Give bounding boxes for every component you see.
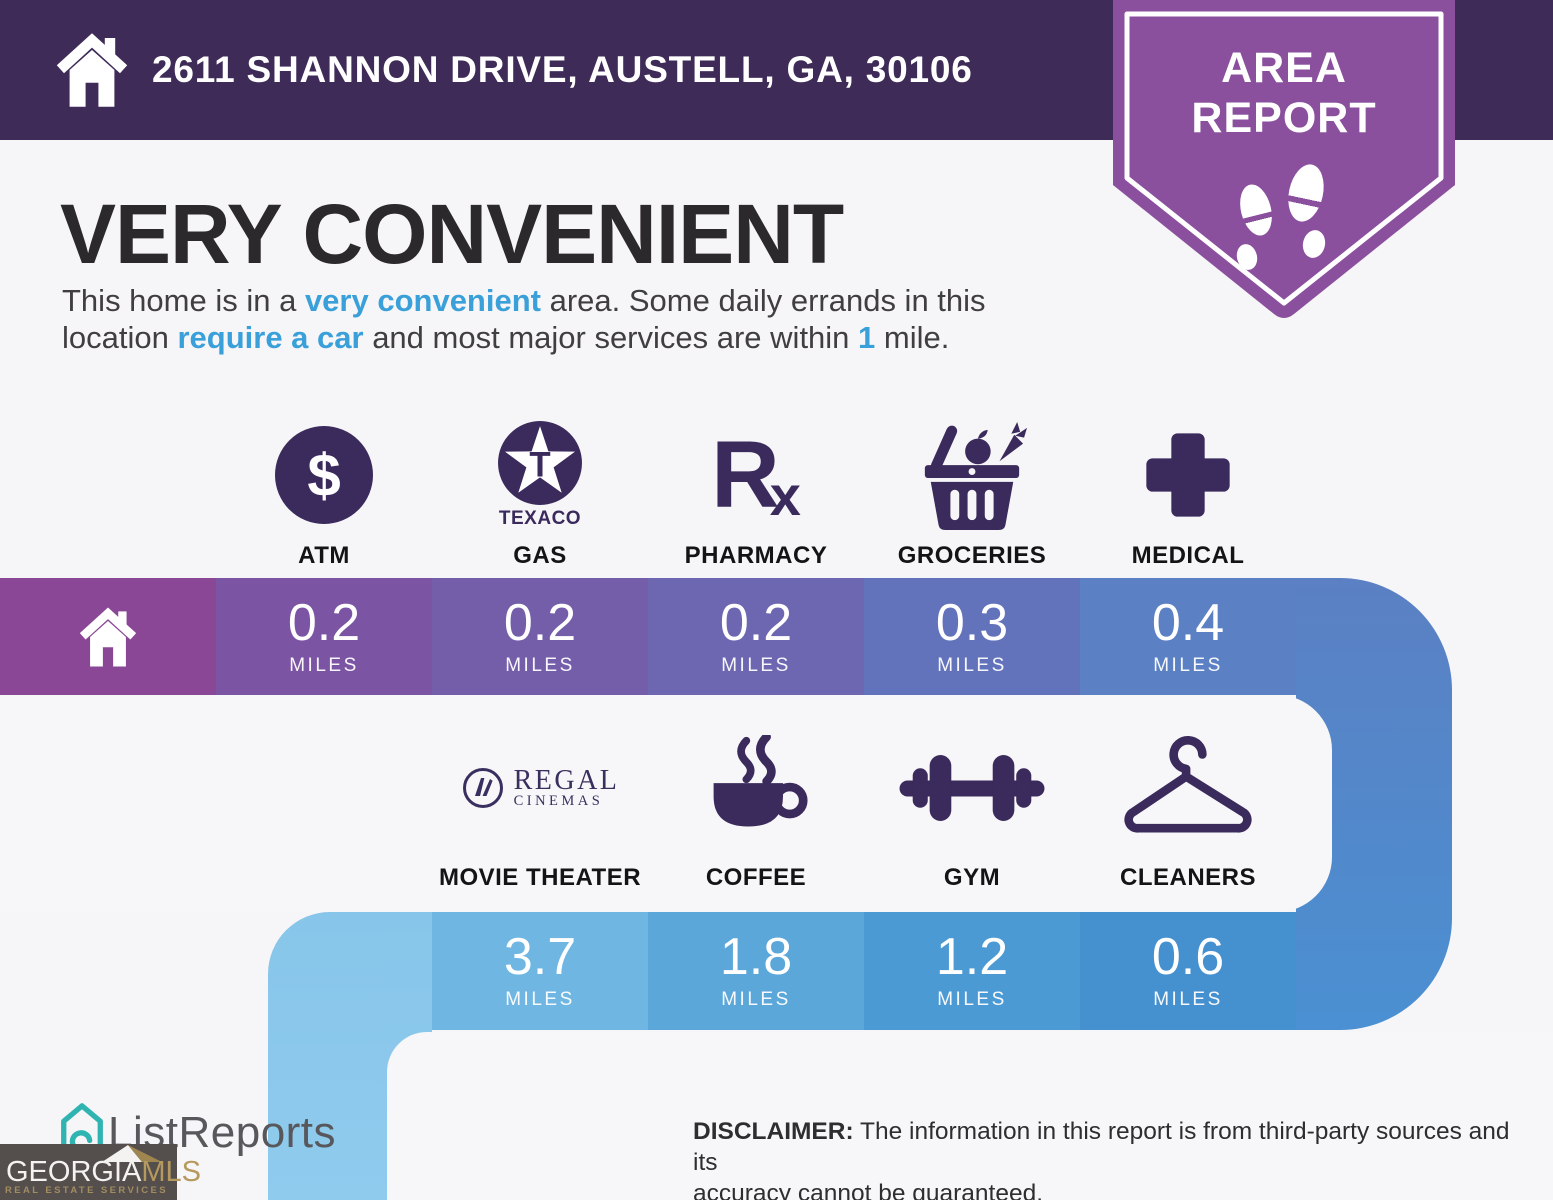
distance-value: 0.4 (1151, 593, 1225, 652)
intro-highlight: very convenient (304, 283, 541, 318)
regal-wordmark-sub: CINEMAS (513, 792, 604, 809)
hanger-icon (1124, 735, 1252, 833)
rx-letter-r: R (711, 421, 780, 528)
footer-panel (387, 1032, 1553, 1200)
poi-gym: GYM (864, 695, 1080, 912)
texaco-star-icon: T (498, 421, 582, 505)
grocery-basket-icon (924, 421, 1027, 530)
distance-cell-gym: 1.2 MILES (864, 912, 1080, 1030)
poi-label: GAS (513, 542, 567, 569)
regal-wordmark: REGAL (513, 764, 620, 796)
dumbbell-icon (899, 755, 1045, 821)
intro-text: and most major services are within (363, 320, 859, 355)
poi-coffee: COFFEE (648, 695, 864, 912)
page-title: VERY CONVENIENT (60, 187, 844, 281)
distance-cell-atm: 0.2 MILES (216, 578, 432, 695)
distance-unit: MILES (289, 654, 359, 676)
dollar-circle-icon: $ (275, 426, 373, 524)
badge-title-line2: REPORT (1191, 94, 1377, 142)
badge-title-line1: AREA (1221, 44, 1347, 92)
georgia-mls-name-primary: GEORGIA (6, 1156, 142, 1188)
dollar-symbol: $ (307, 441, 341, 509)
distance-unit: MILES (1153, 654, 1223, 676)
distance-cell-pharmacy: 0.2 MILES (648, 578, 864, 695)
property-address: 2611 SHANNON DRIVE, AUSTELL, GA, 30106 (152, 49, 973, 90)
distance-cell-gas: 0.2 MILES (432, 578, 648, 695)
intro-paragraph: This home is in a very convenient area. … (62, 282, 1122, 356)
rx-letter-x: x (769, 463, 801, 527)
distance-value: 0.2 (287, 593, 361, 652)
poi-label: MEDICAL (1131, 542, 1245, 569)
distance-value: 0.2 (503, 593, 577, 652)
badge-pennant-shape (1113, 0, 1455, 318)
distance-unit: MILES (505, 989, 575, 1010)
distance-value: 1.2 (935, 928, 1009, 986)
georgia-mls-tagline: REAL ESTATE SERVICES (5, 1185, 168, 1196)
poi-label: CLEANERS (1119, 864, 1256, 891)
home-icon (79, 607, 137, 666)
poi-label: GYM (943, 864, 1001, 891)
row2-content-panel: REGAL CINEMAS MOVIE THEATER COFFEE (0, 695, 1332, 912)
regal-cinemas-logo: REGAL CINEMAS (461, 766, 620, 810)
regal-spotlight-icon (462, 768, 503, 808)
poi-gas: T TEXACO GAS (432, 414, 648, 572)
poi-label: PHARMACY (684, 542, 828, 569)
poi-label: MOVIE THEATER (438, 864, 642, 891)
georgia-mls-logo: GEORGIAMLS REAL ESTATE SERVICES (0, 1144, 201, 1200)
rx-icon: R x (711, 421, 801, 528)
distance-value: 3.7 (503, 928, 577, 986)
area-report-badge: AREA REPORT (1113, 0, 1455, 332)
disclaimer-text-line2: accuracy cannot be guaranteed. (693, 1180, 1044, 1200)
poi-label: GROCERIES (897, 542, 1047, 569)
distance-unit: MILES (937, 989, 1007, 1010)
distance-unit: MILES (721, 654, 791, 676)
svg-text:T: T (529, 445, 550, 484)
distance-unit: MILES (1153, 989, 1223, 1010)
intro-text: mile. (875, 320, 950, 355)
poi-label: ATM (298, 542, 350, 569)
disclaimer: DISCLAIMER: The information in this repo… (693, 1116, 1513, 1200)
medical-cross-icon (1146, 433, 1230, 517)
poi-movie-theater: REGAL CINEMAS MOVIE THEATER (432, 695, 648, 912)
distance-unit: MILES (937, 654, 1007, 676)
distance-value: 0.3 (935, 593, 1009, 652)
disclaimer-text-line1: The information in this report is from t… (693, 1118, 1510, 1176)
poi-pharmacy: R x PHARMACY (648, 414, 864, 572)
disclaimer-label: DISCLAIMER: (693, 1118, 854, 1145)
poi-medical: MEDICAL (1080, 414, 1296, 572)
texaco-wordmark: TEXACO (498, 508, 582, 529)
distance-value: 1.8 (719, 928, 793, 986)
distance-value: 0.2 (719, 593, 793, 652)
home-icon (56, 33, 128, 107)
georgia-mls-name-secondary: MLS (141, 1156, 201, 1188)
distance-unit: MILES (721, 989, 791, 1010)
distance-unit: MILES (505, 654, 575, 676)
distance-value: 0.6 (1151, 928, 1225, 986)
distance-cell-coffee: 1.8 MILES (648, 912, 864, 1030)
coffee-cup-icon (713, 735, 808, 827)
intro-text: area. Some daily errands in this (540, 283, 986, 318)
path-home-segment (0, 578, 216, 695)
distance-cell-medical: 0.4 MILES (1080, 578, 1296, 695)
intro-text: This home is in a (62, 283, 305, 318)
distance-cell-groceries: 0.3 MILES (864, 578, 1080, 695)
poi-cleaners: CLEANERS (1080, 695, 1296, 912)
footprints-icon (1231, 161, 1341, 274)
poi-label: COFFEE (705, 864, 807, 891)
intro-highlight: 1 (858, 320, 876, 355)
poi-atm: $ ATM (216, 414, 432, 572)
intro-highlight: require a car (177, 320, 364, 355)
georgia-mls-roof-icon (102, 1145, 162, 1162)
poi-row-1: $ ATM T TEXACO GAS R x (216, 414, 1296, 572)
distance-cell-cleaners: 0.6 MILES (1080, 912, 1296, 1030)
intro-text: location (62, 320, 178, 355)
distance-cell-movie-theater: 3.7 MILES (432, 912, 648, 1030)
poi-groceries: GROCERIES (864, 414, 1080, 572)
